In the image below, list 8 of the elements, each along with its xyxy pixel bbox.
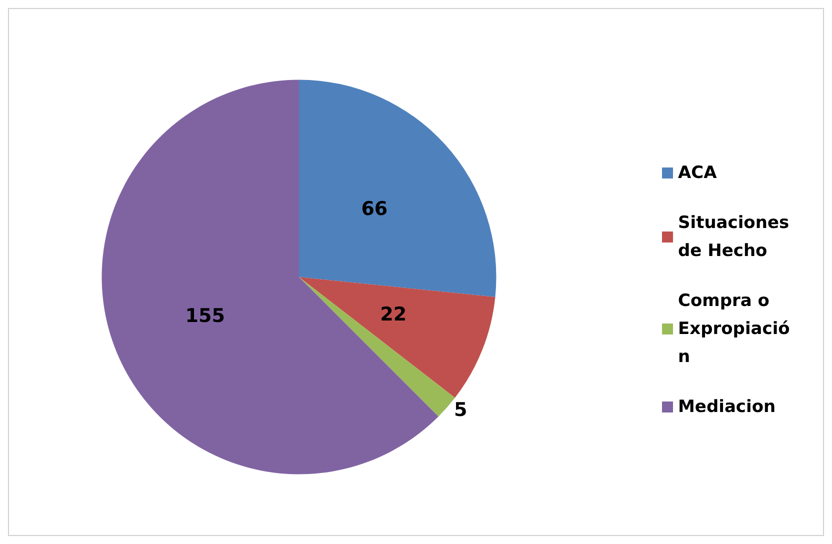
data-label: 22 <box>380 304 407 326</box>
data-label: 66 <box>361 198 388 220</box>
legend-label: ACA <box>678 163 718 183</box>
data-label: 155 <box>185 304 225 327</box>
legend-label: Mediacion <box>678 397 776 417</box>
legend-label: Situaciones de Hecho <box>678 213 796 261</box>
legend-label: Compra o Expropiación <box>678 291 790 367</box>
data-label: 5 <box>454 399 468 422</box>
